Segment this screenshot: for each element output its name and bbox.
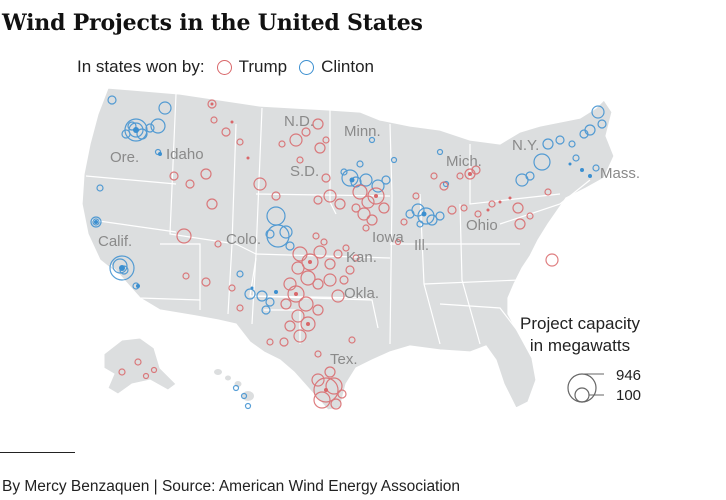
size-key-large-value: 946 [616, 367, 641, 384]
clinton-legend-label: Clinton [321, 57, 374, 76]
size-key-title-line1: Project capacity [520, 314, 640, 333]
label-ohio: Ohio [466, 217, 498, 234]
label-oklahoma: Okla. [344, 285, 379, 302]
hawaii-shapes [214, 369, 254, 401]
label-michigan: Mich. [446, 153, 482, 170]
contiguous-us-shape [81, 87, 615, 411]
size-key: Project capacity in megawatts [500, 313, 660, 357]
us-wind-map: Ore. Idaho Calif. Colo. N.D. Minn. S.D. … [81, 87, 640, 411]
clinton-legend-swatch [299, 59, 315, 75]
label-illinois: Ill. [414, 237, 429, 254]
label-new-york: N.Y. [512, 137, 539, 154]
page-title: Wind Projects in the United States [2, 10, 423, 36]
trump-project-markers [118, 99, 559, 410]
label-north-dakota: N.D. [284, 113, 314, 130]
clinton-small-dots [94, 127, 592, 294]
label-iowa: Iowa [372, 229, 404, 246]
alaska-shape [103, 337, 177, 395]
label-colorado: Colo. [226, 231, 261, 248]
label-idaho: Idaho [166, 146, 204, 163]
label-california: Calif. [98, 233, 132, 250]
label-south-dakota: S.D. [290, 163, 319, 180]
trump-small-dots [210, 102, 512, 392]
credit-divider [0, 452, 75, 453]
label-texas: Tex. [330, 351, 358, 368]
size-key-circles: 946 100 [567, 367, 641, 404]
label-kansas: Kan. [346, 249, 377, 266]
trump-legend-swatch [216, 59, 232, 75]
legend: In states won by: Trump Clinton [77, 57, 374, 77]
legend-prefix: In states won by: [77, 57, 205, 76]
size-key-small-circle [574, 387, 590, 403]
size-key-title-line2: in megawatts [529, 336, 631, 355]
label-massachusetts: Mass. [600, 165, 640, 182]
label-oregon: Ore. [110, 149, 139, 166]
trump-legend-label: Trump [238, 57, 288, 76]
source-credit: By Mercy Benzaquen | Source: American Wi… [2, 478, 461, 495]
size-key-small-value: 100 [616, 387, 641, 404]
label-minnesota: Minn. [344, 123, 381, 140]
clinton-project-markers [90, 95, 607, 410]
